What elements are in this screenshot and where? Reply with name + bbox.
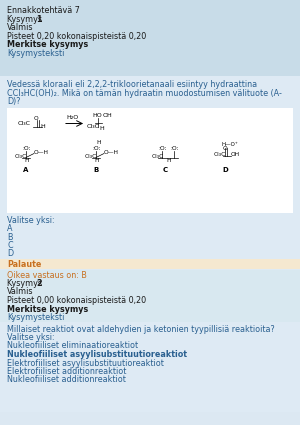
- Bar: [0, 0, 300, 76]
- Text: A: A: [23, 167, 28, 173]
- Text: Nukleofiiliset eliminaatioreaktiot: Nukleofiiliset eliminaatioreaktiot: [7, 342, 138, 351]
- Text: H: H: [99, 125, 104, 130]
- Text: Oikea vastaus on: B: Oikea vastaus on: B: [7, 270, 87, 280]
- Text: Kysymys: Kysymys: [7, 14, 44, 23]
- Text: HO: HO: [92, 113, 102, 117]
- Text: Kysymysteksti: Kysymysteksti: [7, 313, 64, 322]
- Text: B: B: [7, 232, 13, 241]
- Text: Nukleofiiliset additionreaktiot: Nukleofiiliset additionreaktiot: [7, 376, 126, 385]
- Text: Valitse yksi:: Valitse yksi:: [7, 333, 55, 342]
- Text: O—H: O—H: [34, 150, 49, 155]
- Text: D: D: [222, 167, 228, 173]
- Text: H: H: [24, 159, 28, 164]
- Bar: [0, 259, 300, 269]
- Text: H₂O: H₂O: [66, 114, 78, 119]
- Bar: [0, 269, 300, 328]
- Text: Kysymys: Kysymys: [7, 279, 44, 288]
- Text: Millaiset reaktiot ovat aldehydien ja ketonien tyypillisiä reaktioita?: Millaiset reaktiot ovat aldehydien ja ke…: [7, 325, 275, 334]
- Text: C: C: [7, 241, 13, 250]
- Text: Elektrofiiliset asyylisubstituutioreaktiot: Elektrofiiliset asyylisubstituutioreakti…: [7, 359, 164, 368]
- Text: Pisteet 0,20 kokonaispisteistä 0,20: Pisteet 0,20 kokonaispisteistä 0,20: [7, 31, 146, 40]
- Text: D)?: D)?: [7, 97, 20, 106]
- Text: Nukleofiiliset asyylisubstituutioreaktiot: Nukleofiiliset asyylisubstituutioreaktio…: [7, 350, 187, 359]
- Text: Cl₃C: Cl₃C: [152, 155, 164, 159]
- Text: Cl₃C: Cl₃C: [214, 153, 226, 158]
- Text: Merkitse kysymys: Merkitse kysymys: [7, 40, 88, 49]
- Text: H: H: [96, 139, 100, 144]
- Text: OH: OH: [231, 153, 240, 158]
- Text: Valmis: Valmis: [7, 23, 34, 32]
- Text: B: B: [93, 167, 98, 173]
- Text: 1: 1: [36, 14, 41, 23]
- Text: Cl₃C: Cl₃C: [18, 121, 31, 125]
- Text: :Ö:: :Ö:: [92, 145, 100, 150]
- Bar: [7, 108, 293, 212]
- Text: Vedessä kloraali eli 2,2,2-trikloorietanaali esiintyy hydraattina: Vedessä kloraali eli 2,2,2-trikloorietan…: [7, 80, 257, 89]
- Text: Merkitse kysymys: Merkitse kysymys: [7, 304, 88, 314]
- Text: H: H: [40, 124, 45, 128]
- Text: D: D: [7, 249, 13, 258]
- Text: H: H: [166, 159, 170, 164]
- Text: :Ö:: :Ö:: [170, 145, 178, 150]
- Text: A: A: [7, 224, 13, 233]
- Text: Cl₃C: Cl₃C: [87, 124, 100, 128]
- Text: C: C: [163, 167, 168, 173]
- Text: :Ö:: :Ö:: [22, 145, 31, 150]
- Text: Palaute: Palaute: [7, 260, 41, 269]
- Text: OH: OH: [103, 113, 113, 117]
- Text: H: H: [94, 159, 98, 164]
- Text: O: O: [223, 145, 228, 150]
- Text: Cl₃C: Cl₃C: [85, 155, 97, 159]
- Text: Ennakkotehtävä 7: Ennakkotehtävä 7: [7, 6, 80, 15]
- Text: Valmis: Valmis: [7, 287, 34, 297]
- Text: Valitse yksi:: Valitse yksi:: [7, 215, 55, 224]
- Bar: [0, 321, 300, 411]
- Text: :Ö:: :Ö:: [158, 145, 166, 150]
- Text: Elektrofiiliset additionreaktiot: Elektrofiiliset additionreaktiot: [7, 367, 126, 376]
- Text: H—O⁺: H—O⁺: [221, 142, 238, 147]
- Text: O—H: O—H: [104, 150, 119, 155]
- Text: Cl₃C: Cl₃C: [15, 155, 27, 159]
- Text: Kysymysteksti: Kysymysteksti: [7, 48, 64, 57]
- Bar: [0, 76, 300, 271]
- Text: 2: 2: [36, 279, 42, 288]
- Text: CCl₃HC(OH)₂. Mikä on tämän hydraatin muodostumisen välituote (A-: CCl₃HC(OH)₂. Mikä on tämän hydraatin muo…: [7, 88, 282, 97]
- Text: Pisteet 0,00 kokonaispisteistä 0,20: Pisteet 0,00 kokonaispisteistä 0,20: [7, 296, 146, 305]
- Text: O: O: [34, 116, 39, 121]
